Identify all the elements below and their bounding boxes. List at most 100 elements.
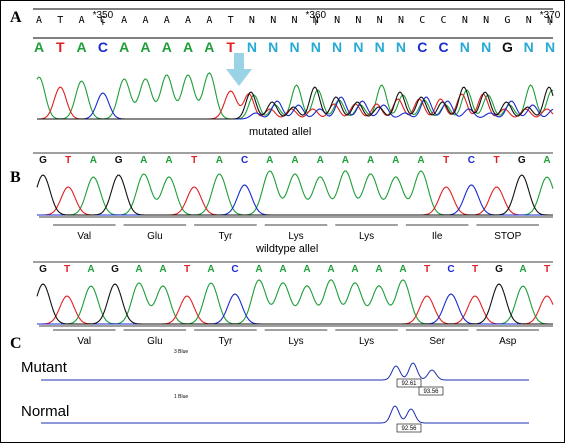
base-call: G — [518, 155, 526, 166]
base-call: N — [268, 39, 278, 55]
base-call: A — [77, 39, 87, 55]
chromatogram-traces — [36, 170, 554, 216]
wildtype-chromatogram-bottom: G T A G A A T A C A A A A A A A T C T G A T Val Glu Tyr Lys Lys Se… — [33, 261, 554, 347]
size-label: 92.61 — [401, 381, 417, 387]
panel-label-a: A — [10, 9, 22, 26]
base-call: G — [39, 264, 47, 275]
base-call: A — [34, 39, 44, 55]
codon-label: Lys — [359, 231, 374, 242]
trace-g — [36, 283, 553, 325]
base-call: G — [39, 155, 47, 166]
base-call: A — [279, 264, 286, 275]
base-call: T — [226, 39, 235, 55]
reference-base: N — [355, 15, 361, 26]
base-call: A — [327, 264, 334, 275]
normal-track-label: Normal — [21, 403, 69, 420]
trace-c — [37, 293, 553, 325]
base-call: A — [162, 39, 172, 55]
size-box — [396, 423, 422, 433]
reference-base: A — [36, 15, 42, 26]
reference-base: T — [57, 15, 63, 26]
base-call: T — [64, 264, 70, 275]
reference-base: A — [142, 15, 148, 26]
base-call: A — [392, 155, 399, 166]
reference-base: N — [270, 15, 276, 26]
mutant-caption: mutated allel — [249, 126, 311, 138]
codon-label: Tyr — [218, 336, 233, 347]
base-call: G — [111, 264, 119, 275]
base-call: A — [140, 39, 150, 55]
position-label: *350 — [93, 10, 114, 21]
codon-label: Ser — [429, 336, 445, 347]
base-call: T — [424, 264, 430, 275]
reference-base: N — [313, 15, 319, 26]
reference-base: N — [334, 15, 340, 26]
codon-row: Val Glu Tyr Lys Lys Ser Asp — [53, 329, 539, 347]
panel-label-c: C — [10, 335, 22, 352]
position-markers: *350 *360 *370 — [93, 10, 561, 25]
trace-a — [37, 279, 553, 325]
base-call: T — [184, 264, 190, 275]
reference-base: N — [398, 15, 404, 26]
codon-row: Val Glu Tyr Lys Lys Ile STOP — [53, 224, 539, 242]
size-box — [418, 386, 444, 396]
base-call: G — [495, 264, 503, 275]
reference-base: A — [121, 15, 127, 26]
base-call: A — [255, 264, 262, 275]
base-call: A — [165, 155, 172, 166]
codon-label: STOP — [494, 231, 521, 242]
fragment-analysis: Mutant 3 Blue 92.61 93.56 Normal 1 Blue 9… — [21, 349, 529, 433]
base-call: T — [65, 155, 71, 166]
mutant-trace — [41, 362, 529, 381]
codon-label: Asp — [499, 336, 517, 347]
chromatogram-traces — [36, 279, 554, 325]
base-call: T — [544, 264, 550, 275]
base-call: A — [207, 264, 214, 275]
base-call: N — [289, 39, 299, 55]
position-label: *370 — [540, 10, 561, 21]
base-call: A — [519, 264, 526, 275]
base-call: A — [399, 264, 406, 275]
base-call: N — [460, 39, 470, 55]
base-call: A — [266, 155, 273, 166]
reference-base: N — [483, 15, 489, 26]
codon-label: Val — [77, 231, 91, 242]
panel-label-b: B — [10, 169, 21, 186]
base-call: A — [159, 264, 166, 275]
base-call: G — [115, 155, 123, 166]
codon-label: Lys — [288, 231, 303, 242]
base-call: C — [241, 155, 248, 166]
base-call: A — [342, 155, 349, 166]
trace-a — [37, 170, 554, 216]
reference-base: C — [100, 15, 106, 26]
base-call: A — [317, 155, 324, 166]
size-box — [396, 378, 422, 388]
normal-size-labels: 92.56 — [396, 423, 422, 433]
base-call: C — [447, 264, 454, 275]
base-call: N — [545, 39, 555, 55]
base-call: A — [367, 155, 374, 166]
codon-label: Glu — [147, 231, 163, 242]
base-call: A — [543, 155, 550, 166]
base-call: A — [204, 39, 214, 55]
normal-trace — [41, 405, 529, 424]
mutation-arrow-icon — [226, 53, 252, 86]
trace-g — [37, 86, 554, 120]
base-call: A — [417, 155, 424, 166]
wildtype-caption: wildtype allel — [255, 243, 318, 255]
base-call: N — [247, 39, 257, 55]
base-call: T — [56, 39, 65, 55]
trace-c — [37, 184, 553, 216]
reference-base: C — [441, 15, 447, 26]
reference-base: N — [249, 15, 255, 26]
base-call: N — [332, 39, 342, 55]
reference-base: N — [526, 15, 532, 26]
base-call: A — [303, 264, 310, 275]
reference-base: N — [547, 15, 553, 26]
